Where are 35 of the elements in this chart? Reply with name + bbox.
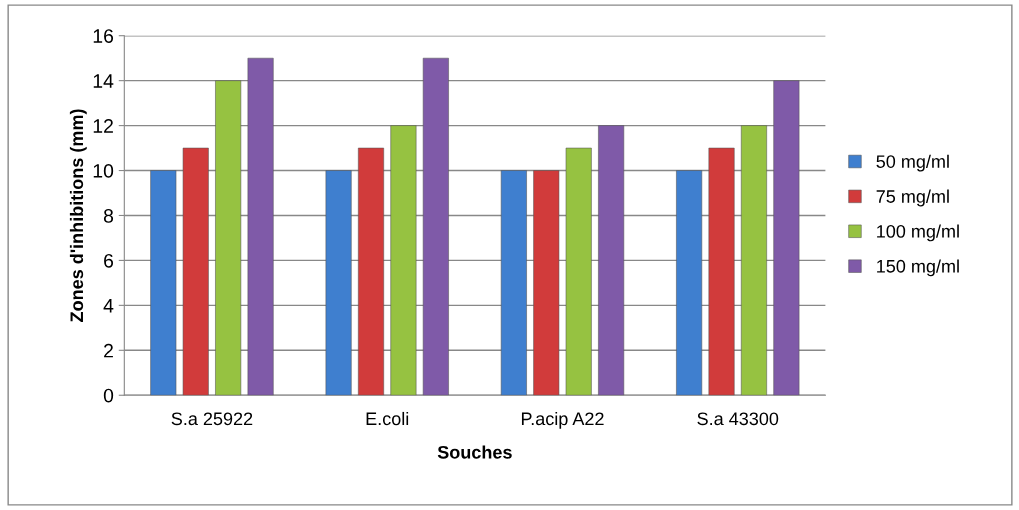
bar	[500, 170, 527, 396]
y-tick-label: 2	[104, 343, 113, 358]
bar	[708, 147, 735, 396]
y-tick-label: 12	[93, 119, 113, 133]
bar	[325, 170, 352, 396]
bar	[740, 125, 767, 396]
x-tick-label: S.a 43300	[697, 412, 779, 426]
bar	[533, 170, 560, 396]
bar	[390, 125, 417, 396]
y-tick-label: 10	[93, 164, 114, 178]
legend-label: 150 mg/ml	[877, 259, 959, 277]
y-tick-label: 6	[104, 253, 114, 268]
bar	[598, 125, 625, 396]
bar	[182, 147, 209, 396]
y-tick-label: 4	[103, 299, 114, 313]
x-tick-label: P.acip A22	[521, 411, 604, 429]
y-tick-label: 16	[93, 29, 114, 43]
y-tick-label: 14	[93, 74, 114, 88]
legend-label: 100 mg/ml	[877, 224, 959, 242]
x-axis-title: Souches	[437, 445, 512, 459]
bar	[676, 170, 703, 396]
y-tick-label: 8	[103, 208, 114, 223]
legend-label: 75 mg/ml	[876, 189, 949, 207]
y-tick-label: 0	[103, 388, 114, 403]
bar	[215, 80, 242, 396]
x-tick-label: S.a 25922	[171, 412, 253, 426]
bar	[358, 147, 384, 396]
y-axis-title: Zones d'inhibitions (mm)	[69, 109, 87, 322]
legend-label: 50 mg/ml	[876, 154, 949, 172]
bar	[150, 170, 177, 396]
bar	[422, 57, 449, 396]
bar	[773, 80, 800, 396]
x-tick-label: E.coli	[366, 411, 409, 426]
bar	[247, 57, 274, 396]
bar	[565, 147, 592, 396]
